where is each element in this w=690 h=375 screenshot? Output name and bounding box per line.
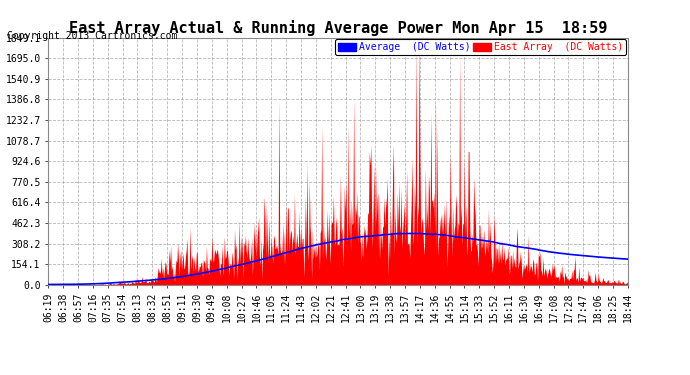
Text: Copyright 2013 Cartronics.com: Copyright 2013 Cartronics.com — [7, 32, 177, 41]
Legend: Average  (DC Watts), East Array  (DC Watts): Average (DC Watts), East Array (DC Watts… — [335, 39, 626, 55]
Title: East Array Actual & Running Average Power Mon Apr 15  18:59: East Array Actual & Running Average Powe… — [69, 20, 607, 36]
